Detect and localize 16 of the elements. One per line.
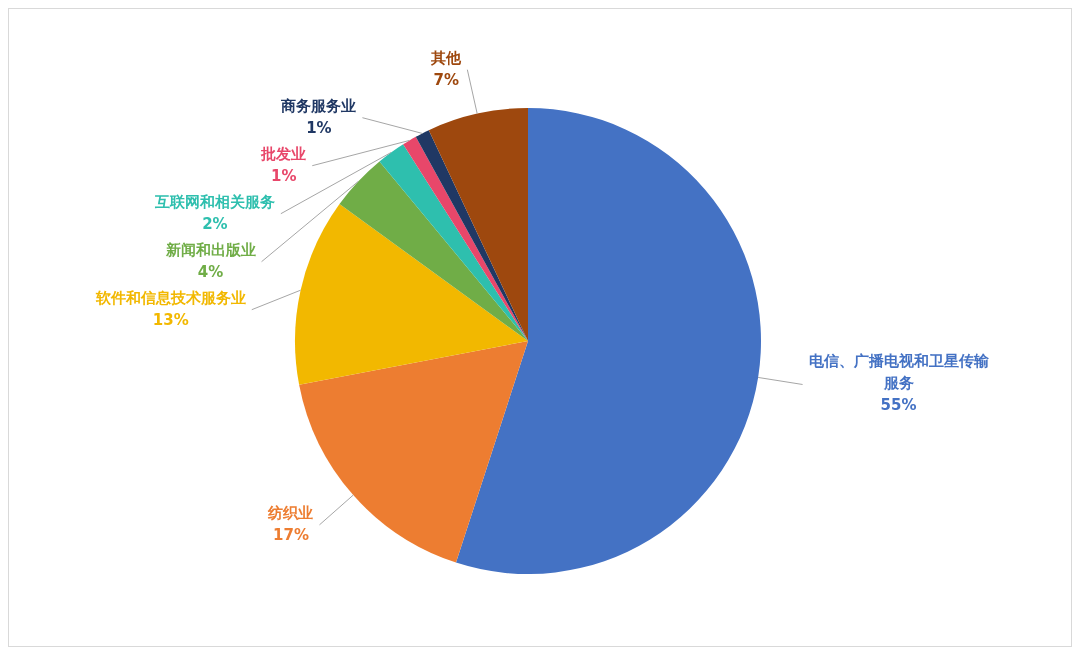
slice-label: 互联网和相关服务: [153, 192, 275, 211]
slice-label: 批发业: [260, 144, 307, 163]
slice-label: 商务服务业: [280, 96, 357, 115]
data-label: 1%: [271, 166, 297, 185]
data-label: 2%: [202, 214, 228, 233]
data-label: 4%: [197, 262, 224, 281]
data-label: 7%: [433, 70, 460, 89]
data-label: 13%: [152, 310, 189, 329]
slice-label: 软件和信息技术服务业: [94, 288, 246, 307]
slice-label: 新闻和出版业: [164, 240, 256, 259]
slice-label: 电信、广播电视和卫星传输服务: [808, 352, 990, 393]
data-label: 55%: [880, 396, 917, 415]
slice-label: 其他: [430, 48, 463, 67]
slice-label: 纺织业: [267, 503, 314, 522]
data-label: 17%: [273, 525, 309, 544]
data-label: 1%: [306, 118, 332, 137]
